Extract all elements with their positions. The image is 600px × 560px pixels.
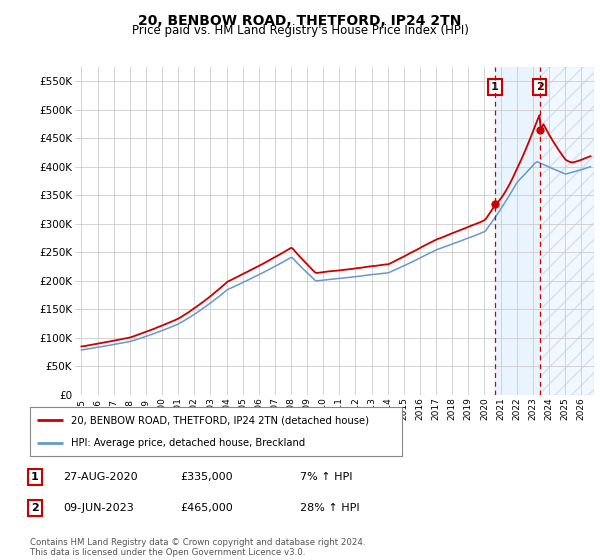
Text: 7% ↑ HPI: 7% ↑ HPI (300, 472, 353, 482)
Text: 2: 2 (31, 503, 38, 513)
Text: £335,000: £335,000 (180, 472, 233, 482)
Text: HPI: Average price, detached house, Breckland: HPI: Average price, detached house, Brec… (71, 438, 305, 448)
Text: 1: 1 (31, 472, 38, 482)
Text: 28% ↑ HPI: 28% ↑ HPI (300, 503, 359, 513)
Text: Contains HM Land Registry data © Crown copyright and database right 2024.
This d: Contains HM Land Registry data © Crown c… (30, 538, 365, 557)
Text: 27-AUG-2020: 27-AUG-2020 (63, 472, 137, 482)
Bar (540, 67, 594, 395)
Text: £465,000: £465,000 (180, 503, 233, 513)
Text: 1: 1 (491, 82, 499, 92)
Text: 20, BENBOW ROAD, THETFORD, IP24 2TN: 20, BENBOW ROAD, THETFORD, IP24 2TN (139, 14, 461, 28)
Text: 2: 2 (536, 82, 544, 92)
Bar (495, 67, 540, 395)
Text: Price paid vs. HM Land Registry's House Price Index (HPI): Price paid vs. HM Land Registry's House … (131, 24, 469, 37)
Text: 20, BENBOW ROAD, THETFORD, IP24 2TN (detached house): 20, BENBOW ROAD, THETFORD, IP24 2TN (det… (71, 416, 369, 426)
Text: 09-JUN-2023: 09-JUN-2023 (63, 503, 134, 513)
